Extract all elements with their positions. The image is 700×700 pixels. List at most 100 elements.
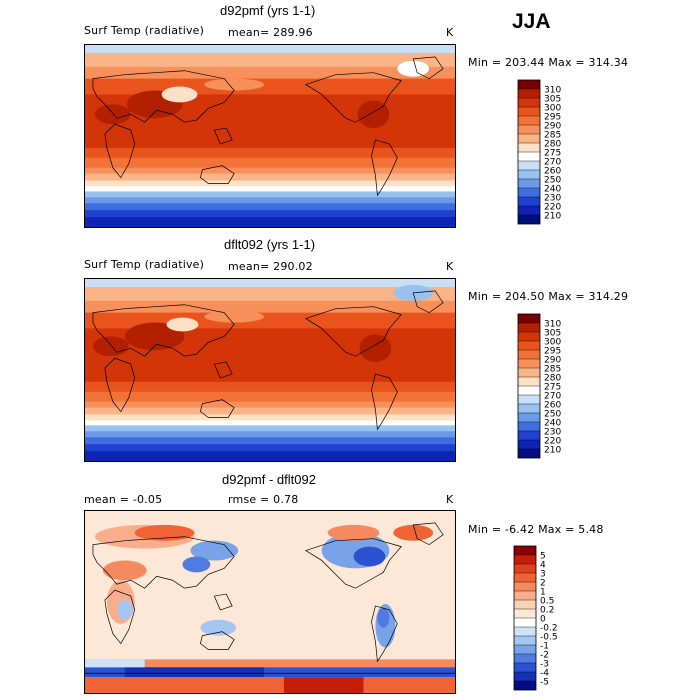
colorbar-tick-label: 4 <box>540 561 546 571</box>
panel1-mean-value: 289.96 <box>273 26 313 39</box>
colorbar-tick-label: 285 <box>544 131 561 141</box>
panel2-min-label: Min = <box>468 290 502 303</box>
colorbar-tick-label: 290 <box>544 122 561 132</box>
colorbar-swatch <box>518 179 540 188</box>
panel2-map <box>84 278 456 462</box>
panel3-rmse-label: rmse = <box>228 493 270 506</box>
colorbar-tick-label: 220 <box>544 437 561 447</box>
colorbar-swatch <box>518 386 540 395</box>
panel2-mean-label: mean= <box>228 260 270 273</box>
panel1-units: K <box>446 26 454 39</box>
panel2-colorbar: 310 305 300 295 290 285 280 275 270 260 250 240 230 2… <box>517 313 588 460</box>
colorbar-tick-label: -5 <box>540 678 549 688</box>
colorbar-tick-label: 5 <box>540 552 546 562</box>
colorbar-tick-label: 305 <box>544 329 561 339</box>
panel3-minmax: Min = -6.42 Max = 5.48 <box>468 523 604 536</box>
panel3-mean-value: -0.05 <box>132 493 163 506</box>
colorbar-swatch <box>518 350 540 359</box>
panel1-map-svg <box>85 45 455 227</box>
colorbar-swatch <box>518 368 540 377</box>
colorbar-swatch <box>514 564 536 573</box>
colorbar-swatch <box>518 98 540 107</box>
panel2-mean: mean= 290.02 <box>228 260 313 273</box>
colorbar-swatch <box>518 377 540 386</box>
colorbar-swatch <box>518 206 540 215</box>
panel3-units: K <box>446 493 454 506</box>
colorbar-tick-label: 210 <box>544 212 561 222</box>
colorbar-swatch <box>514 654 536 663</box>
colorbar-tick-label: 260 <box>544 401 561 411</box>
colorbar-swatch <box>518 341 540 350</box>
colorbar-swatch <box>518 161 540 170</box>
colorbar-tick-label: 230 <box>544 194 561 204</box>
panel2-max-value: 314.29 <box>588 290 629 303</box>
panel3-colorbar: 5 4 3 2 1 0.5 0.2 0 -0.2 -0.5 -1 -2 -3 -4 -5 <box>513 545 584 692</box>
colorbar-tick-label: 3 <box>540 570 546 580</box>
colorbar-swatch <box>514 555 536 564</box>
colorbar-tick-label: 300 <box>544 104 561 114</box>
colorbar-swatch <box>518 431 540 440</box>
panel1-variable: Surf Temp (radiative) <box>84 24 205 37</box>
colorbar-swatch <box>518 134 540 143</box>
colorbar-tick-label: 250 <box>544 176 561 186</box>
colorbar-swatch <box>514 636 536 645</box>
colorbar-swatch <box>514 627 536 636</box>
panel1-mean: mean= 289.96 <box>228 26 313 39</box>
colorbar-tick-label: 1 <box>540 588 546 598</box>
colorbar-swatch <box>518 125 540 134</box>
panel2-mean-value: 290.02 <box>273 260 313 273</box>
colorbar-swatch <box>518 449 540 458</box>
colorbar-swatch <box>518 188 540 197</box>
panel2-map-svg <box>85 279 455 461</box>
colorbar-tick-label: 0 <box>540 615 546 625</box>
colorbar-tick-label: 270 <box>544 158 561 168</box>
colorbar-swatch <box>514 645 536 654</box>
panel1-min-label: Min = <box>468 56 502 69</box>
panel2-colorbar-svg: 3103053002952902852802752702602502402302… <box>517 313 561 459</box>
panel3-min-value: -6.42 <box>504 523 535 536</box>
colorbar-tick-label: -2 <box>540 651 549 661</box>
panel1-colorbar: 310 305 300 295 290 285 280 275 270 260 250 240 230 2… <box>517 79 588 226</box>
colorbar-tick-label: 295 <box>544 113 561 123</box>
colorbar-swatch <box>518 404 540 413</box>
colorbar-swatch <box>518 80 540 89</box>
panel3-map <box>84 510 456 694</box>
colorbar-tick-label: 2 <box>540 579 546 589</box>
panel2-minmax: Min = 204.50 Max = 314.29 <box>468 290 628 303</box>
colorbar-swatch <box>518 440 540 449</box>
colorbar-swatch <box>518 170 540 179</box>
panel2-max-label: Max = <box>548 290 585 303</box>
colorbar-tick-label: -1 <box>540 642 549 652</box>
colorbar-tick-label: 290 <box>544 356 561 366</box>
colorbar-tick-label: 305 <box>544 95 561 105</box>
colorbar-tick-label: 295 <box>544 347 561 357</box>
panel1-minmax: Min = 203.44 Max = 314.34 <box>468 56 628 69</box>
panel3-min-label: Min = <box>468 523 502 536</box>
colorbar-swatch <box>518 422 540 431</box>
panel3-title: d92pmf - dflt092 <box>222 472 316 487</box>
colorbar-swatch <box>514 582 536 591</box>
colorbar-swatch <box>514 591 536 600</box>
colorbar-swatch <box>518 323 540 332</box>
colorbar-tick-label: -0.5 <box>540 633 558 643</box>
colorbar-swatch <box>518 107 540 116</box>
season-label: JJA <box>512 10 551 33</box>
colorbar-swatch <box>514 672 536 681</box>
panel3-rmse-value: 0.78 <box>273 493 299 506</box>
colorbar-tick-label: -4 <box>540 669 549 679</box>
colorbar-tick-label: 280 <box>544 374 561 384</box>
panel3-map-svg <box>85 511 455 693</box>
colorbar-swatch <box>518 332 540 341</box>
colorbar-swatch <box>514 681 536 690</box>
colorbar-tick-label: 0.5 <box>540 597 554 607</box>
panel3-rmse: rmse = 0.78 <box>228 493 298 506</box>
panel3-mean-label: mean = <box>84 493 130 506</box>
colorbar-swatch <box>518 152 540 161</box>
colorbar-tick-label: 310 <box>544 86 561 96</box>
colorbar-swatch <box>514 618 536 627</box>
colorbar-tick-label: 285 <box>544 365 561 375</box>
panel3-max-value: 5.48 <box>578 523 604 536</box>
colorbar-tick-label: -3 <box>540 660 549 670</box>
colorbar-swatch <box>514 609 536 618</box>
panel2-variable: Surf Temp (radiative) <box>84 258 205 271</box>
